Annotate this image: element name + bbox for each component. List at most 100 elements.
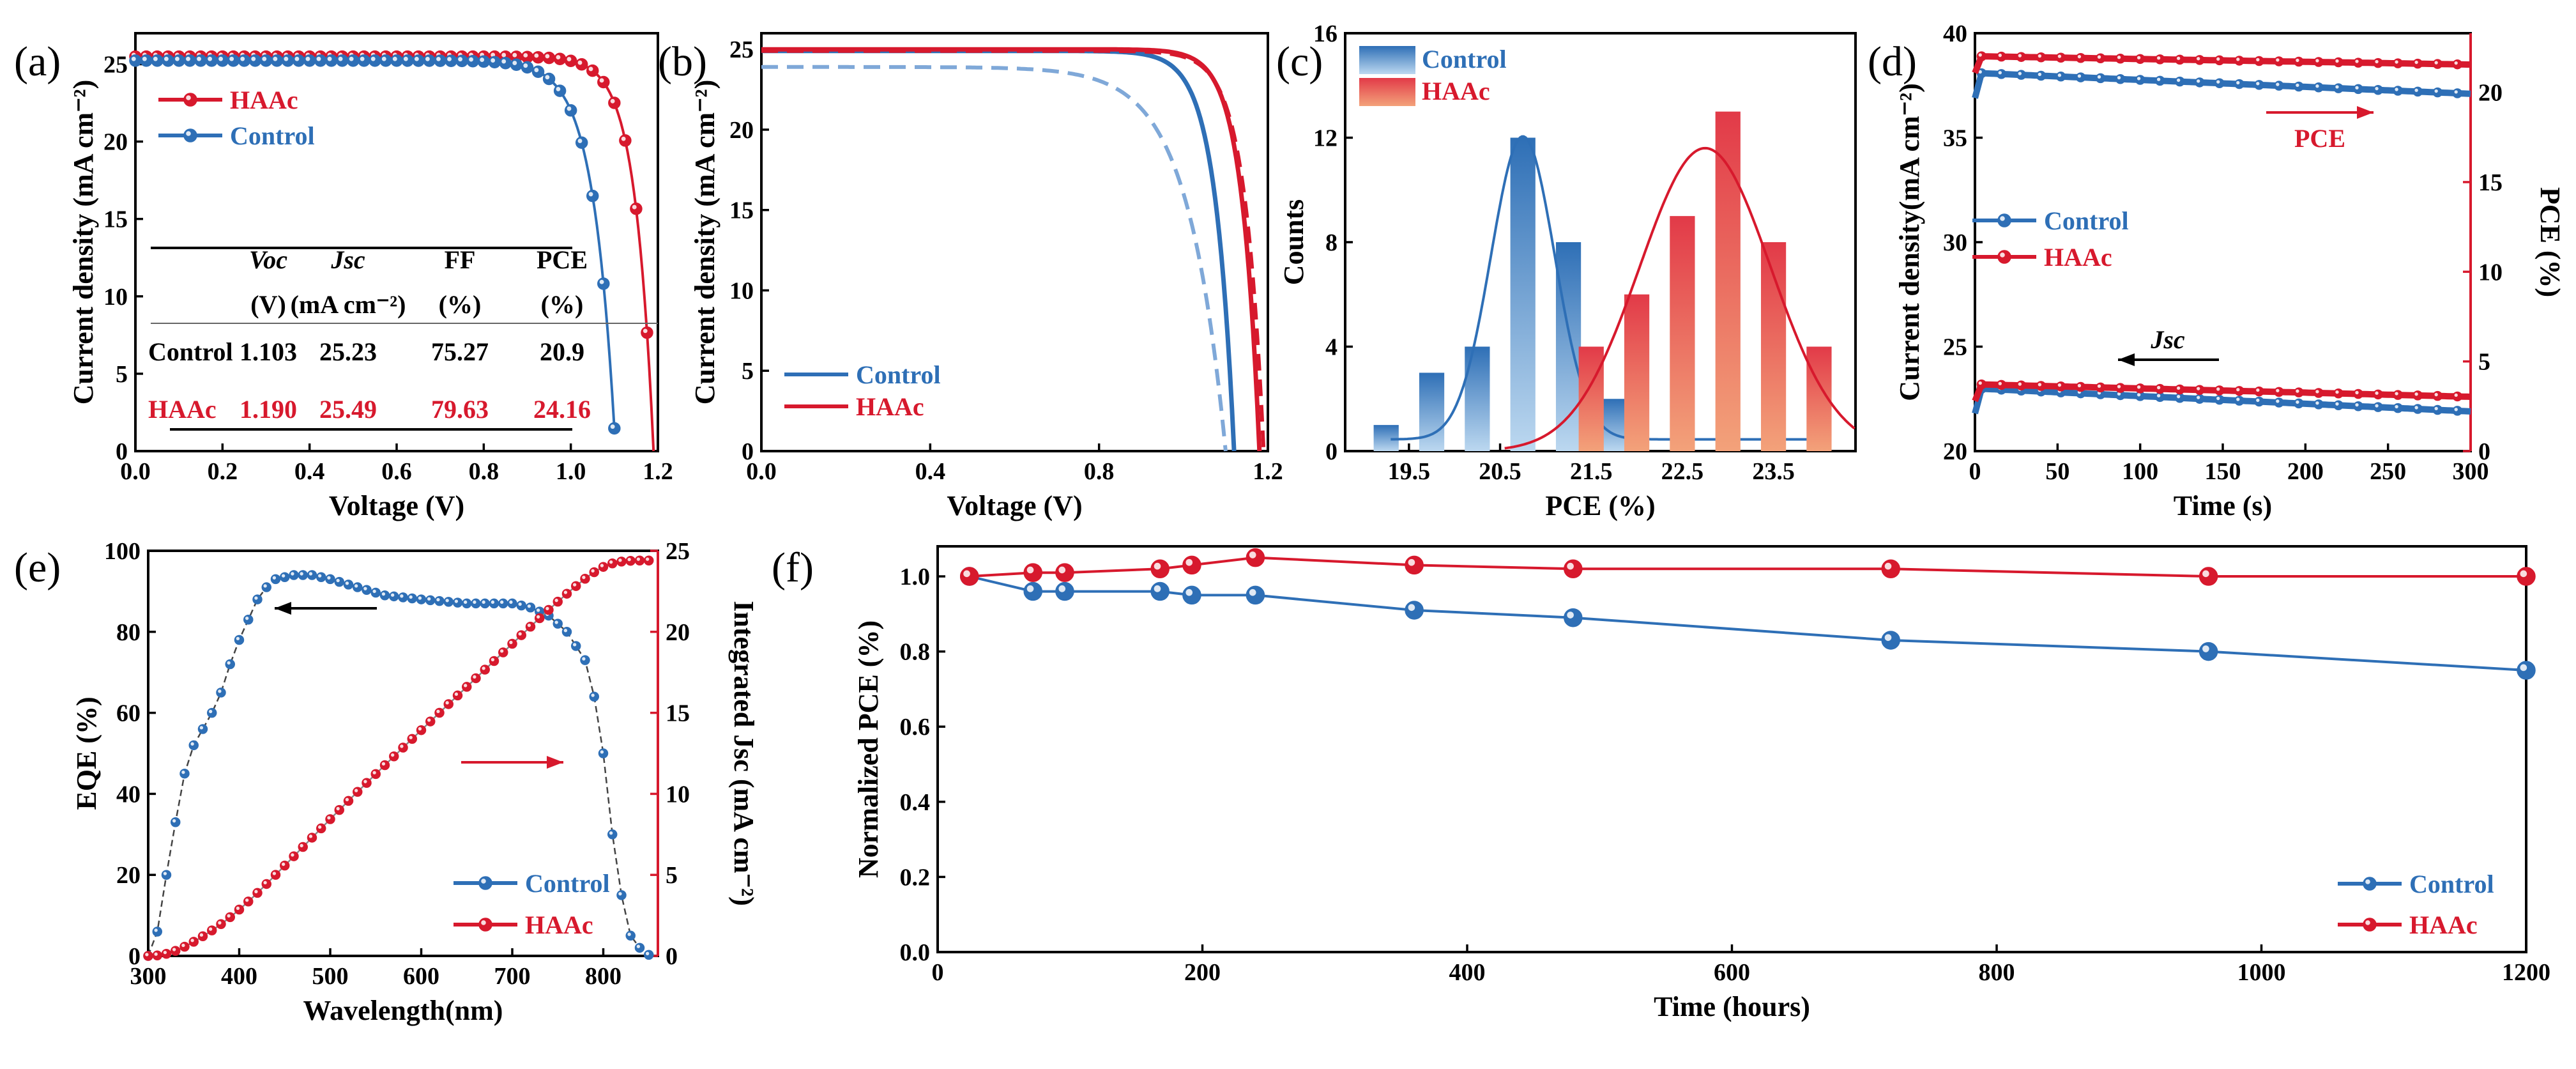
data-point — [2055, 381, 2066, 392]
data-point — [2234, 56, 2244, 66]
marker-highlight — [427, 718, 431, 722]
marker-highlight — [284, 56, 289, 61]
x-tick-label: 0.6 — [381, 458, 412, 485]
marker-body — [2517, 567, 2536, 586]
x-tick-label: 0.8 — [469, 458, 499, 485]
data-point — [2154, 75, 2165, 86]
marker-highlight — [2216, 387, 2220, 391]
data-point — [2517, 567, 2536, 586]
data-point — [2195, 55, 2205, 65]
marker-body — [2174, 384, 2185, 395]
marker-body — [183, 128, 197, 142]
marker-highlight — [445, 701, 449, 705]
data-point — [1405, 555, 1424, 575]
plot-frame — [936, 545, 2527, 953]
marker-body — [2154, 383, 2165, 394]
bar-haac — [1624, 294, 1650, 451]
marker-highlight — [236, 906, 240, 911]
marker-highlight — [2256, 58, 2260, 62]
data-point — [1023, 563, 1042, 582]
data-point — [1246, 548, 1265, 567]
data-point — [2274, 387, 2284, 397]
data-point — [445, 54, 457, 67]
marker-highlight — [627, 932, 631, 936]
data-point — [216, 919, 226, 930]
marker-body — [2353, 388, 2363, 399]
marker-highlight — [621, 136, 626, 141]
marker-highlight — [588, 66, 593, 72]
marker-highlight — [327, 56, 332, 61]
marker-body — [2393, 390, 2403, 400]
marker-highlight — [208, 927, 213, 931]
data-point — [2353, 58, 2363, 68]
y-tick-label: 5 — [742, 358, 754, 385]
marker-highlight — [2296, 389, 2299, 393]
marker-body — [2452, 391, 2463, 402]
data-point — [2195, 77, 2205, 88]
marker-highlight — [2434, 392, 2438, 397]
data-point — [507, 598, 517, 609]
data-point — [607, 829, 618, 840]
data-point — [959, 567, 979, 586]
marker-highlight — [599, 279, 604, 284]
data-point — [2036, 381, 2046, 391]
data-point — [270, 870, 281, 880]
marker-body — [471, 598, 481, 609]
data-point — [298, 842, 308, 852]
data-point — [2016, 70, 2027, 80]
data-point — [2432, 404, 2443, 415]
y-tick-label: 0 — [1325, 438, 1338, 465]
marker-highlight — [2176, 56, 2181, 60]
marker-body — [2254, 386, 2264, 397]
data-point — [303, 54, 316, 67]
table-unit: (%) — [439, 290, 482, 319]
marker-highlight — [482, 666, 485, 670]
legend-label: HAAc — [1422, 77, 1490, 105]
x-axis-label: PCE (%) — [1545, 490, 1655, 521]
marker-highlight — [272, 576, 277, 580]
x-tick-label: 23.5 — [1752, 458, 1795, 485]
data-point — [452, 690, 463, 701]
marker-body — [477, 55, 491, 68]
data-point — [2075, 72, 2086, 82]
marker-body — [521, 61, 534, 74]
marker-highlight — [254, 596, 258, 600]
marker-body — [2174, 54, 2185, 65]
marker-highlight — [2395, 392, 2398, 396]
data-point — [2016, 52, 2027, 62]
data-point — [207, 925, 217, 935]
marker-highlight — [2335, 85, 2339, 89]
fit-curve-haac — [1504, 146, 1856, 450]
data-point — [644, 555, 654, 565]
data-point — [2452, 406, 2463, 416]
marker-body — [571, 581, 581, 591]
data-point — [353, 582, 363, 592]
marker-highlight — [2018, 54, 2022, 58]
data-point — [589, 567, 599, 578]
bar-control — [1419, 373, 1445, 451]
marker-body — [2135, 75, 2145, 85]
data-point — [1055, 581, 1074, 601]
y-tick-label: 10 — [103, 284, 128, 311]
data-point — [2174, 76, 2185, 87]
marker-highlight — [436, 709, 440, 714]
panel-label: (d) — [1868, 38, 1917, 85]
y-axis-label: EQE (%) — [71, 696, 102, 810]
marker-body — [2313, 388, 2324, 398]
marker-body — [2294, 56, 2304, 67]
data-point — [2353, 401, 2363, 411]
marker-highlight — [454, 599, 459, 603]
marker-highlight — [1998, 381, 2002, 385]
legend-item: HAAc — [1972, 243, 2112, 272]
marker-highlight — [2256, 82, 2260, 86]
marker-body — [443, 597, 453, 607]
data-point — [462, 598, 472, 609]
marker-highlight — [599, 78, 604, 83]
marker-highlight — [218, 689, 222, 693]
marker-highlight — [600, 564, 604, 567]
data-point — [243, 615, 254, 625]
data-point — [2294, 387, 2304, 397]
marker-highlight — [227, 661, 231, 665]
marker-body — [425, 716, 436, 727]
marker-highlight — [309, 572, 313, 576]
